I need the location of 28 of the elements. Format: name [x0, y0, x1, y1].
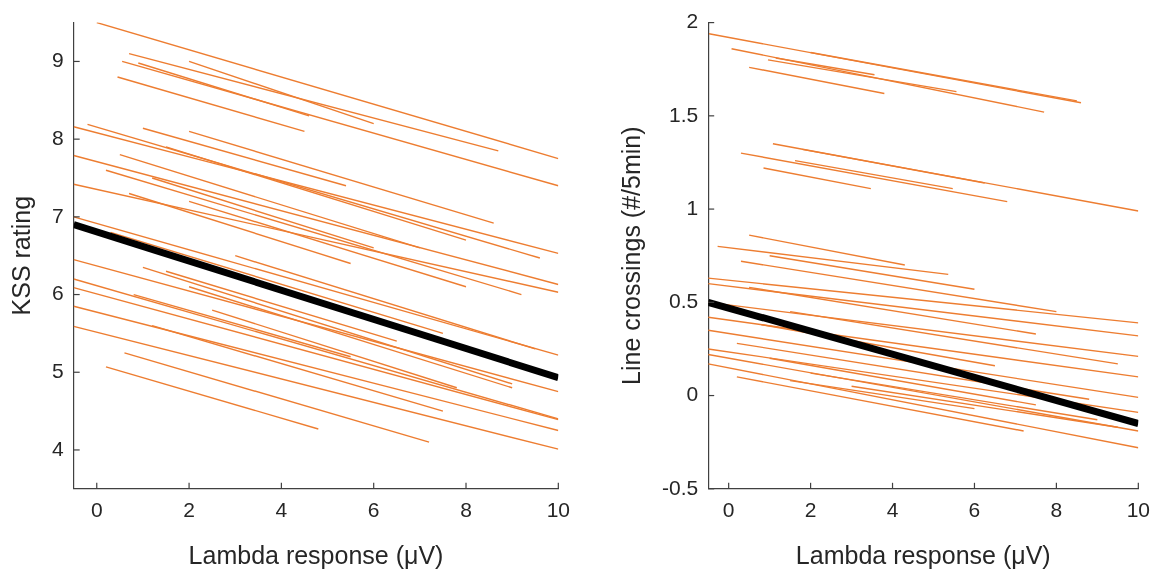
- y-tick-label: 2: [686, 9, 699, 33]
- y-axis-title: KSS rating: [6, 195, 35, 316]
- x-tick-label: 2: [183, 498, 195, 522]
- y-axis-title: Line crossings (#/5min): [616, 126, 645, 385]
- x-tick-label: 0: [90, 498, 103, 522]
- y-tick-label: 5: [51, 359, 64, 383]
- x-tick-label: 6: [367, 498, 380, 522]
- y-tick-label: 0: [686, 382, 699, 406]
- y-tick-label: 1: [686, 195, 699, 219]
- x-tick-label: 4: [275, 498, 288, 522]
- x-tick-label: 6: [968, 498, 981, 522]
- y-tick-label: 0.5: [668, 289, 699, 313]
- y-tick-label: 4: [51, 436, 64, 460]
- x-tick-label: 8: [1050, 498, 1063, 522]
- y-tick-label: 8: [51, 125, 64, 149]
- y-tick-label: -0.5: [662, 475, 699, 499]
- x-axis-title: Lambda response (μV): [795, 540, 1051, 569]
- x-axis-title: Lambda response (μV): [188, 540, 444, 569]
- y-tick-label: 9: [51, 48, 64, 72]
- x-tick-label: 8: [460, 498, 472, 522]
- x-tick-label: 10: [546, 498, 570, 522]
- x-tick-label: 4: [886, 498, 899, 522]
- x-tick-label: 0: [722, 498, 735, 522]
- x-tick-label: 10: [1126, 498, 1150, 522]
- y-tick-label: 7: [51, 203, 64, 227]
- y-tick-label: 1.5: [668, 102, 699, 126]
- x-tick-label: 2: [804, 498, 817, 522]
- y-tick-label: 6: [51, 281, 64, 305]
